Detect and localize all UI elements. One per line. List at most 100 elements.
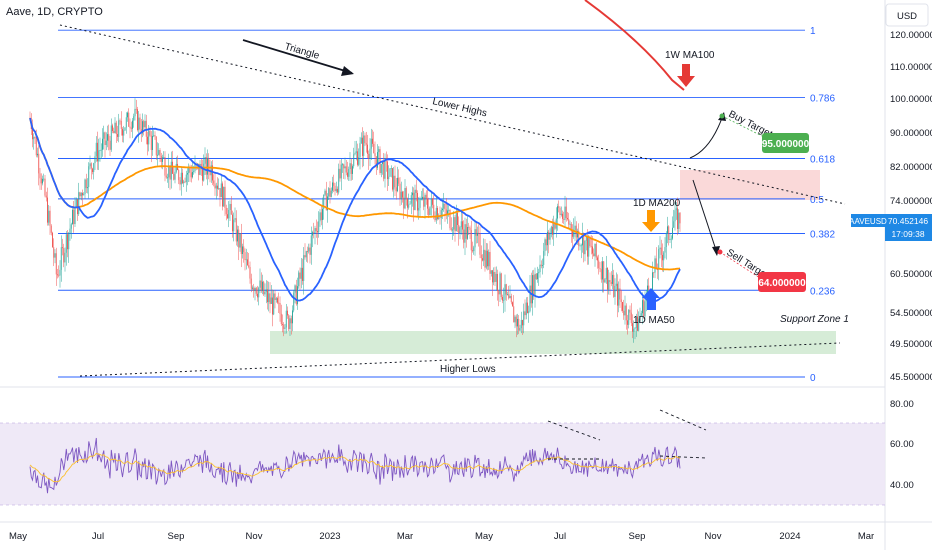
candle-body bbox=[327, 196, 328, 211]
candle-body bbox=[653, 272, 655, 274]
time-tick-label: Mar bbox=[858, 531, 874, 542]
candle-body bbox=[363, 135, 365, 156]
candle-body bbox=[304, 255, 306, 258]
candle-body bbox=[222, 183, 223, 207]
candle-body bbox=[295, 285, 297, 305]
candle-body bbox=[549, 232, 551, 240]
candle-body bbox=[513, 306, 515, 323]
price-tick-label: 45.500000 bbox=[890, 372, 932, 383]
candle-body bbox=[573, 230, 575, 237]
candle-body bbox=[392, 168, 393, 190]
higher-lows-trendline[interactable] bbox=[79, 342, 841, 377]
candle-body bbox=[168, 165, 170, 178]
candle-body bbox=[522, 319, 523, 326]
symbol-title[interactable]: Aave, 1D, CRYPTO bbox=[6, 6, 103, 18]
candle-body bbox=[65, 234, 67, 253]
candle-body bbox=[655, 258, 657, 270]
candle-body bbox=[454, 217, 456, 232]
candle-body bbox=[219, 188, 221, 198]
candle-body bbox=[92, 168, 93, 173]
candle-body bbox=[394, 175, 396, 188]
candle-body bbox=[617, 283, 618, 306]
currency-box[interactable] bbox=[885, 3, 929, 27]
candle-body bbox=[468, 227, 470, 228]
countdown-text: 17:09:38 bbox=[891, 229, 924, 239]
candle-body bbox=[453, 217, 455, 230]
candle-body bbox=[554, 222, 556, 229]
candle-body bbox=[344, 166, 346, 169]
candle-body bbox=[510, 295, 512, 303]
candle-body bbox=[629, 309, 631, 313]
candle-body bbox=[244, 252, 246, 261]
price-tick-label: 49.500000 bbox=[890, 339, 932, 350]
candle-body bbox=[167, 177, 168, 179]
lower-highs-trendline[interactable] bbox=[59, 24, 846, 205]
candle-body bbox=[665, 233, 667, 248]
candle-body bbox=[613, 274, 615, 297]
candle-body bbox=[364, 135, 366, 144]
candle-body bbox=[532, 275, 533, 304]
candle-body bbox=[119, 120, 121, 122]
candle-body bbox=[262, 281, 263, 291]
candle-body bbox=[607, 267, 608, 290]
candle-body bbox=[552, 226, 553, 235]
fib-level-label: 0 bbox=[810, 373, 816, 384]
candle-body bbox=[377, 152, 378, 168]
candle-body bbox=[318, 221, 320, 233]
candle-body bbox=[579, 245, 581, 247]
candle-body bbox=[444, 203, 446, 210]
candle-body bbox=[480, 254, 482, 259]
candle-body bbox=[250, 278, 252, 289]
price-tick-label: 110.000000 bbox=[890, 62, 932, 73]
candle-body bbox=[447, 210, 448, 216]
candle-body bbox=[499, 273, 501, 295]
rsi-axis[interactable]: 80.00 60.00 40.00 bbox=[890, 399, 914, 491]
candle-body bbox=[627, 320, 628, 325]
candle-body bbox=[424, 194, 426, 207]
candle-body bbox=[79, 192, 81, 197]
candle-body bbox=[49, 210, 51, 226]
candle-body bbox=[365, 143, 367, 145]
candle-body bbox=[158, 150, 160, 155]
candle-body bbox=[599, 268, 601, 270]
candle-body bbox=[559, 207, 561, 215]
candle-body bbox=[550, 226, 552, 233]
candle-body bbox=[314, 228, 316, 234]
candle-body bbox=[658, 249, 660, 270]
candle-body bbox=[625, 305, 627, 321]
candle-body bbox=[433, 204, 435, 216]
candle-body bbox=[212, 165, 213, 181]
candle-body bbox=[545, 239, 547, 246]
candle-body bbox=[553, 222, 555, 235]
candle-body bbox=[562, 213, 563, 219]
candle-body bbox=[140, 129, 142, 134]
candle-body bbox=[608, 280, 610, 290]
candle-body bbox=[74, 207, 76, 225]
candle-body bbox=[50, 225, 52, 233]
candle-body bbox=[235, 218, 237, 242]
candle-body bbox=[477, 232, 478, 236]
candle-body bbox=[97, 142, 98, 162]
rsi-tick-label: 80.00 bbox=[890, 399, 914, 410]
candle-body bbox=[155, 136, 157, 156]
candle-body bbox=[462, 221, 463, 230]
candle-body bbox=[152, 136, 153, 150]
candle-body bbox=[189, 167, 191, 173]
candle-body bbox=[40, 178, 42, 184]
candle-body bbox=[345, 166, 347, 173]
candle-body bbox=[122, 128, 123, 136]
candle-body bbox=[80, 192, 82, 197]
candle-body bbox=[399, 183, 401, 200]
candle-body bbox=[560, 213, 562, 215]
ma100w-arrow-icon bbox=[677, 64, 695, 87]
candle-body bbox=[300, 267, 302, 279]
candle-body bbox=[403, 197, 405, 209]
candle-body bbox=[175, 163, 177, 172]
candle-body bbox=[412, 192, 413, 196]
candle-body bbox=[472, 250, 473, 252]
candle-body bbox=[163, 157, 165, 159]
candle-body bbox=[223, 186, 225, 207]
time-axis[interactable]: May Jul Sep Nov 2023 Mar May Jul Sep Nov 2024 Mar bbox=[9, 531, 874, 542]
